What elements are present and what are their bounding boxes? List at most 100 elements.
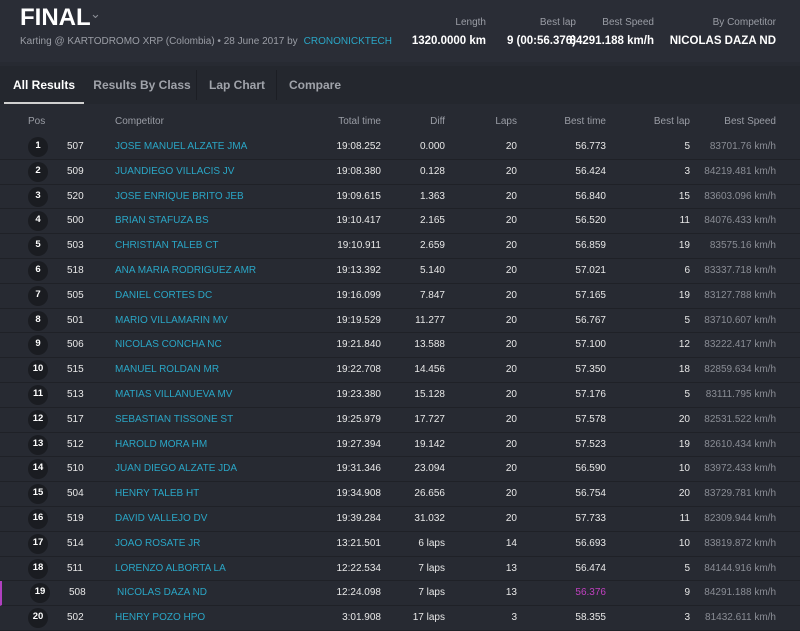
competitor-name[interactable]: JUAN DIEGO ALZATE JDA [115,463,238,475]
best-lap: 20 [678,413,690,425]
car-number: 502 [67,612,84,624]
col-diff[interactable]: Diff [430,116,445,127]
best-time: 57.021 [575,265,606,276]
best-lap: 3 [684,165,690,177]
total-time: 19:10.911 [337,240,381,252]
best-lap: 6 [684,265,690,276]
competitor-name[interactable]: ANA MARIA RODRIGUEZ AMR [115,265,257,276]
competitor-name[interactable]: HENRY TALEB HT [115,488,200,500]
author-link[interactable]: CRONONICKTECH [303,36,392,47]
competitor-name[interactable]: CHRISTIAN TALEB CT [115,240,219,252]
table-row[interactable]: 5 503 CHRISTIAN TALEB CT 19:10.911 2.659 20 56… [0,234,800,259]
laps: 13 [505,587,517,599]
col-competitor[interactable]: Competitor [115,116,164,127]
competitor-name[interactable]: JOSE ENRIQUE BRITO JEB [115,190,244,202]
best-time: 56.590 [575,463,606,475]
table-row[interactable]: 2 509 JUANDIEGO VILLACIS JV 19:08.380 0.128 2… [0,160,800,185]
table-row[interactable]: 13 512 HAROLD MORA HM 19:27.394 19.142 20 57.5… [0,433,800,458]
competitor-name[interactable]: JOSE MANUEL ALZATE JMA [115,141,248,152]
table-row[interactable]: 8 501 MARIO VILLAMARIN MV 19:19.529 11.277 20… [0,309,800,334]
competitor-name[interactable]: HAROLD MORA HM [115,438,208,450]
total-time: 19:08.380 [336,165,382,177]
competitor-name[interactable]: JOAO ROSATE JR [115,537,201,549]
competitor-name[interactable]: SEBASTIAN TISSONE ST [115,413,234,425]
best-lap: 15 [678,190,690,202]
position-badge: 1 [28,137,48,157]
col-total-time[interactable]: Total time [338,116,381,127]
best-time: 57.350 [575,364,606,376]
laps: 20 [505,364,517,376]
table-row[interactable]: 11 513 MATIAS VILLANUEVA MV 19:23.380 15.128… [0,383,800,408]
table-row[interactable]: 20 502 HENRY POZO HPO 3:01.908 17 laps 3 58.35… [0,606,800,631]
car-number: 518 [67,265,84,276]
competitor-name[interactable]: MANUEL ROLDAN MR [115,364,220,376]
diff: 0.000 [419,141,445,152]
stat-best-speed: Best Speed 84291.188 km/h [570,17,654,47]
best-speed: 83819.872 km/h [704,537,776,549]
competitor-name[interactable]: LORENZO ALBORTA LA [115,562,226,574]
chevron-down-icon[interactable]: ⌄ [90,6,101,21]
best-time: 56.693 [575,537,606,549]
table-row[interactable]: 17 514 JOAO ROSATE JR 13:21.501 6 laps 14 56.6… [0,532,800,557]
tab-results-by-class[interactable]: Results By Class [93,78,191,92]
tab-compare[interactable]: Compare [288,78,341,92]
competitor-name[interactable]: BRIAN STAFUZA BS [115,215,209,227]
laps: 20 [505,389,517,400]
car-number: 513 [67,389,84,400]
diff: 11.277 [415,314,445,326]
stat-label: Best lap [539,17,576,28]
competitor-name[interactable]: MARIO VILLAMARIN MV [115,314,228,326]
table-row[interactable]: 19 508 NICOLAS DAZA ND 12:24.098 7 laps 13 56.… [0,581,800,607]
car-number: 504 [67,488,84,500]
best-time: 57.523 [575,438,606,450]
col-best-lap[interactable]: Best lap [653,116,690,127]
table-row[interactable]: 10 515 MANUEL ROLDAN MR 19:22.708 14.456 20 57… [0,358,800,383]
stat-label: Best Speed [602,17,654,28]
table-row[interactable]: 18 511 LORENZO ALBORTA LA 12:22.534 7 laps 13… [0,557,800,582]
table-row[interactable]: 1 507 JOSE MANUEL ALZATE JMA 19:08.252 0.000… [0,135,800,160]
competitor-name[interactable]: DAVID VALLEJO DV [115,513,208,524]
table-row[interactable]: 9 506 NICOLAS CONCHA NC 19:21.840 13.588 20 57… [0,333,800,359]
competitor-name[interactable]: MATIAS VILLANUEVA MV [115,389,233,400]
best-time: 56.840 [575,190,606,202]
best-time: 56.767 [575,314,606,326]
diff: 15.128 [414,389,445,400]
competitor-name[interactable]: NICOLAS CONCHA NC [115,339,222,351]
table-row[interactable]: 12 517 SEBASTIAN TISSONE ST 19:25.979 17.727… [0,408,800,433]
table-row[interactable]: 16 519 DAVID VALLEJO DV 19:39.284 31.032 20 57… [0,507,800,532]
laps: 20 [505,215,517,227]
position-badge: 16 [28,509,48,529]
laps: 20 [505,190,517,202]
table-row[interactable]: 15 504 HENRY TALEB HT 19:34.908 26.656 20 56.7… [0,482,800,507]
best-time: 56.754 [575,488,606,500]
tab-lap-chart[interactable]: Lap Chart [208,78,265,92]
col-best-speed[interactable]: Best Speed [724,116,776,127]
table-row[interactable]: 4 500 BRIAN STAFUZA BS 19:10.417 2.165 20 56.5… [0,209,800,235]
table-row[interactable]: 3 520 JOSE ENRIQUE BRITO JEB 19:09.615 1.363… [0,185,800,210]
stat-label: By Competitor [712,17,776,28]
position-badge: 11 [28,385,48,405]
total-time: 19:09.615 [336,190,382,202]
competitor-name[interactable]: HENRY POZO HPO [115,612,206,624]
competitor-name[interactable]: NICOLAS DAZA ND [117,587,208,599]
tab-all-results[interactable]: All Results [4,66,84,104]
total-time: 19:27.394 [336,438,382,450]
best-time: 57.176 [575,389,606,400]
car-number: 519 [67,513,84,524]
table-row[interactable]: 14 510 JUAN DIEGO ALZATE JDA 19:31.346 23.09… [0,457,800,483]
col-laps[interactable]: Laps [495,116,517,127]
col-best-time[interactable]: Best time [564,116,606,127]
position-badge: 9 [28,335,48,356]
table-row[interactable]: 6 518 ANA MARIA RODRIGUEZ AMR 19:13.392 5.14… [0,259,800,284]
best-speed: 83701.76 km/h [709,141,776,152]
diff: 19.142 [414,438,445,450]
car-number: 515 [67,364,84,376]
competitor-name[interactable]: JUANDIEGO VILLACIS JV [115,165,235,177]
table-row[interactable]: 7 505 DANIEL CORTES DC 19:16.099 7.847 20 57.1… [0,284,800,309]
total-time: 19:16.099 [336,289,382,301]
best-lap: 18 [678,364,690,376]
best-lap: 19 [678,438,690,450]
col-pos[interactable]: Pos [28,116,46,127]
competitor-name[interactable]: DANIEL CORTES DC [115,289,213,301]
laps: 20 [505,488,517,500]
